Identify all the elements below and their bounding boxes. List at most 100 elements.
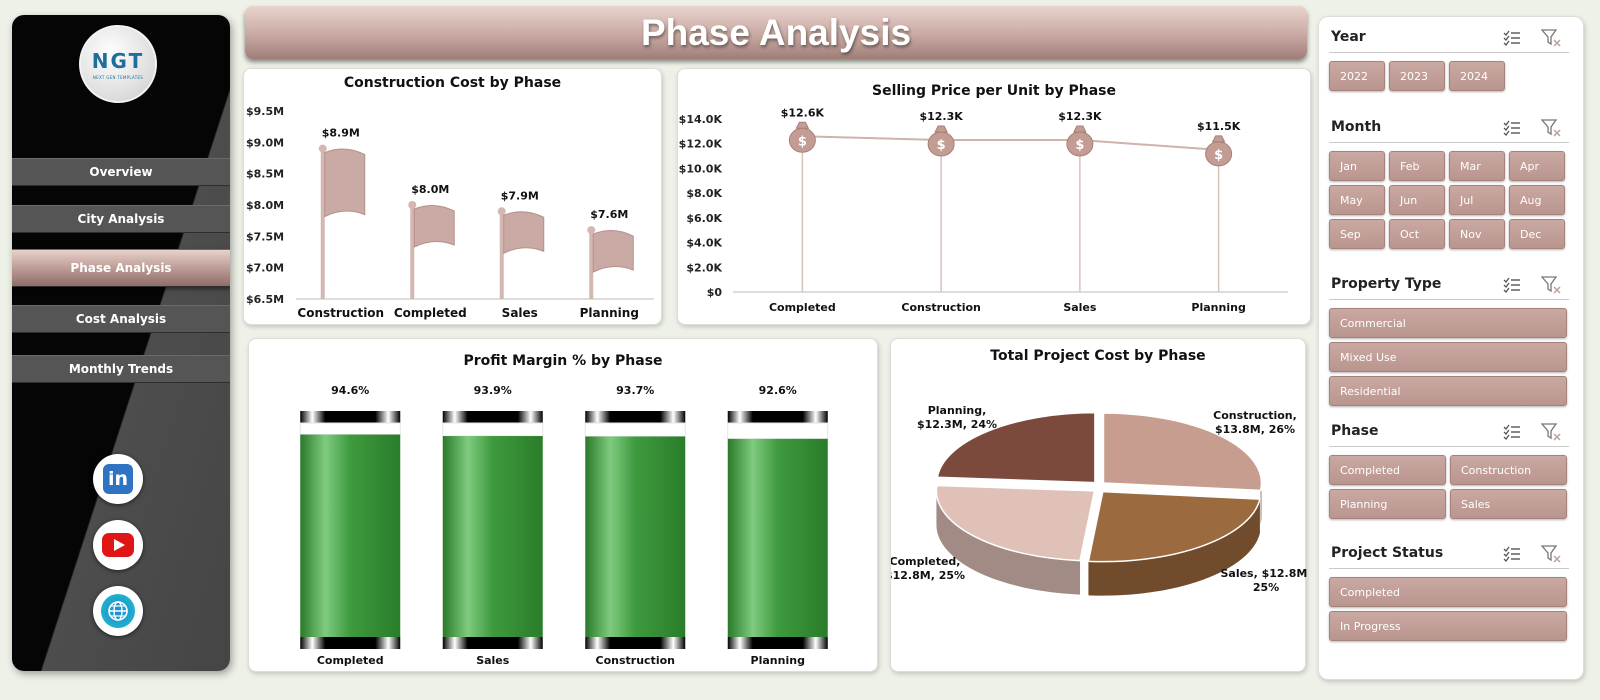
filter-option-month[interactable]: Jul: [1449, 185, 1505, 215]
y-tick-label: $0: [707, 286, 723, 299]
bar-cap-bottom: [585, 637, 686, 649]
data-label: $11.5K: [1197, 120, 1241, 133]
selling-price-chart: Selling Price per Unit by Phase $0 $2.0K $…: [677, 68, 1311, 325]
clear-filter-icon[interactable]: [1540, 276, 1561, 294]
clear-filter-icon[interactable]: [1540, 29, 1561, 47]
filter-header: Year: [1329, 25, 1569, 53]
dollar-sign: $: [1214, 148, 1223, 163]
filter-option-month[interactable]: Dec: [1509, 219, 1565, 249]
website-button[interactable]: [93, 586, 143, 636]
filter-option-month[interactable]: Mar: [1449, 151, 1505, 181]
bar-cap-top: [300, 411, 401, 423]
slice-detail: $12.3M, 24%: [917, 418, 997, 431]
nav-item-overview[interactable]: Overview: [12, 158, 230, 186]
bar-planning: [727, 411, 829, 649]
data-label: 93.9%: [474, 384, 512, 397]
filter-option-month[interactable]: Apr: [1509, 151, 1565, 181]
chart-title: Profit Margin % by Phase: [463, 353, 663, 369]
filter-option-year[interactable]: 2024: [1449, 61, 1505, 91]
filter-option-month[interactable]: Aug: [1509, 185, 1565, 215]
filter-header: Phase: [1329, 419, 1569, 447]
nav-item-phase-analysis[interactable]: Phase Analysis: [12, 249, 230, 287]
pie-slice-side: [1260, 482, 1262, 525]
flag-pole-cap: [497, 207, 506, 216]
money-bag-neck: [1073, 125, 1087, 133]
data-label: 92.6%: [759, 384, 797, 397]
data-label: $12.3K: [1058, 110, 1102, 123]
series-line: [802, 135, 1219, 151]
y-tick-label: $2.0K: [686, 261, 722, 274]
y-tick-label: $4.0K: [686, 237, 722, 250]
clear-filter-icon[interactable]: [1540, 423, 1561, 441]
filter-option-project-status[interactable]: Completed: [1329, 577, 1567, 607]
filter-option-phase[interactable]: Sales: [1450, 489, 1567, 519]
total-project-cost-chart: Total Project Cost by Phase Construction…: [890, 338, 1307, 672]
filter-option-phase[interactable]: Completed: [1329, 455, 1446, 485]
money-bag-neck: [934, 125, 948, 133]
flag-icon: [413, 205, 455, 248]
y-tick-label: $7.0M: [246, 262, 284, 275]
x-tick-label: Construction: [901, 301, 980, 314]
filter-panel: Year 2022 2023 2024 Month Jan Feb Mar Apr May Jun J…: [1318, 16, 1584, 680]
filter-option-phase[interactable]: Construction: [1450, 455, 1567, 485]
nav-item-cost-analysis[interactable]: Cost Analysis: [12, 305, 230, 333]
selling-price-plot: $0 $2.0K $4.0K $6.0K $8.0K $10.0K $12.0K $14.0K…: [679, 106, 1288, 314]
bar-empty: [727, 422, 829, 440]
flag-icon: [503, 211, 545, 255]
flag-pole-cap: [408, 201, 417, 209]
bar-cap-bottom: [300, 637, 401, 649]
clear-filter-icon[interactable]: [1540, 119, 1561, 137]
filter-option-month[interactable]: Feb: [1389, 151, 1445, 181]
multi-select-icon[interactable]: [1503, 277, 1521, 293]
profit-margin-plot: 94.6% Completed 93.9% Sales 93.7% Constructio…: [299, 384, 829, 667]
filter-option-project-status[interactable]: In Progress: [1329, 611, 1567, 641]
filter-option-month[interactable]: Sep: [1329, 219, 1385, 249]
slice-detail: 25%: [1253, 581, 1279, 594]
data-label: 94.6%: [331, 384, 369, 397]
flag-bar-construction: [318, 144, 366, 299]
flag-icon: [592, 230, 634, 273]
clear-filter-icon[interactable]: [1540, 545, 1561, 563]
pie-slice: [935, 484, 1096, 562]
filter-option-property-type[interactable]: Mixed Use: [1329, 342, 1567, 372]
title-banner: Phase Analysis: [245, 6, 1307, 59]
nav-item-city-analysis[interactable]: City Analysis: [12, 205, 230, 233]
chart-title: Total Project Cost by Phase: [990, 348, 1206, 364]
filter-option-phase[interactable]: Planning: [1329, 489, 1446, 519]
filter-option-month[interactable]: Jan: [1329, 151, 1385, 181]
y-tick-label: $8.0K: [686, 187, 722, 200]
filter-option-month[interactable]: Jun: [1389, 185, 1445, 215]
flag-bar-sales: [497, 207, 545, 299]
filter-option-property-type[interactable]: Residential: [1329, 376, 1567, 406]
multi-select-icon[interactable]: [1503, 120, 1521, 136]
filter-phase: Phase Completed Construction Planning Sales: [1329, 419, 1569, 519]
slice-detail: $13.8M, 26%: [1215, 423, 1295, 436]
logo-subtext: NEXT GEN TEMPLATES: [92, 74, 144, 80]
filter-option-property-type[interactable]: Commercial: [1329, 308, 1567, 338]
filter-option-month[interactable]: Nov: [1449, 219, 1505, 249]
filter-property-type: Property Type Commercial Mixed Use Resident…: [1329, 272, 1569, 406]
filter-project-status: Project Status Completed In Progress: [1329, 541, 1569, 641]
filter-option-year[interactable]: 2022: [1329, 61, 1385, 91]
nav-item-monthly-trends[interactable]: Monthly Trends: [12, 355, 230, 383]
y-tick-label: $10.0K: [679, 162, 723, 175]
multi-select-icon[interactable]: [1503, 546, 1521, 562]
filter-header: Project Status: [1329, 541, 1569, 569]
filter-option-month[interactable]: Oct: [1389, 219, 1445, 249]
bar-fill: [585, 436, 686, 637]
filter-title: Month: [1331, 119, 1382, 135]
youtube-button[interactable]: [93, 520, 143, 570]
multi-select-icon[interactable]: [1503, 30, 1521, 46]
flag-pole-cap: [318, 144, 327, 153]
filter-option-month[interactable]: May: [1329, 185, 1385, 215]
filter-year: Year 2022 2023 2024: [1329, 25, 1569, 91]
pie-slice-side: [1088, 499, 1260, 596]
x-tick-label: Construction: [297, 306, 384, 320]
bar-empty: [299, 422, 401, 436]
y-tick-label: $8.0M: [246, 199, 284, 212]
filter-option-year[interactable]: 2023: [1389, 61, 1445, 91]
multi-select-icon[interactable]: [1503, 424, 1521, 440]
linkedin-button[interactable]: in: [93, 454, 143, 504]
page-title: Phase Analysis: [640, 11, 912, 53]
filter-month: Month Jan Feb Mar Apr May Jun Jul Aug Sep Oct Nov De…: [1329, 115, 1569, 249]
